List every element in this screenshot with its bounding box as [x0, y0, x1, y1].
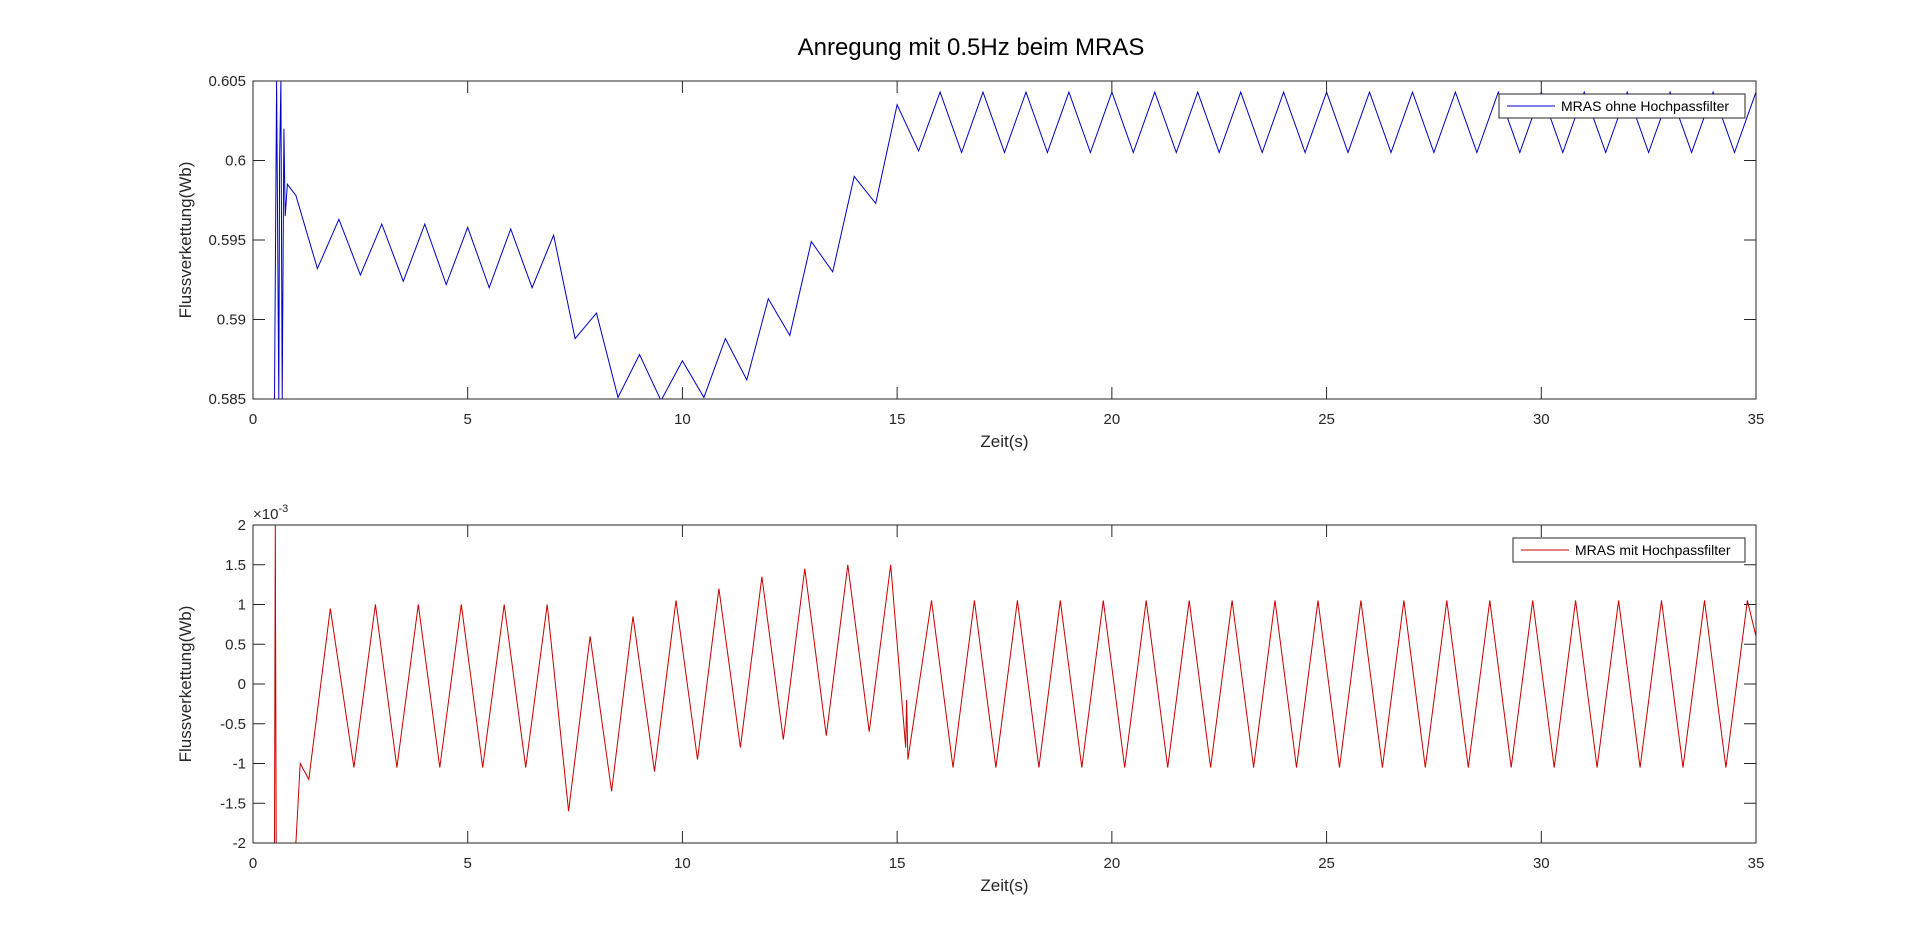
x-tick-label: 0: [249, 411, 257, 428]
x-tick-label: 15: [889, 855, 906, 872]
legend-entry-label: MRAS ohne Hochpassfilter: [1561, 98, 1729, 114]
y-tick-label: 2: [238, 517, 246, 534]
figure-title: Anregung mit 0.5Hz beim MRAS: [798, 34, 1145, 61]
plot-area: [253, 81, 1756, 399]
plot-area: [253, 525, 1756, 843]
y-axis-label: Flussverkettung(Wb): [176, 162, 195, 319]
legend: MRAS mit Hochpassfilter: [1512, 537, 1746, 563]
x-tick-label: 35: [1748, 411, 1765, 428]
y-tick-label: 1.5: [225, 557, 246, 574]
y-tick-label: 0.595: [208, 232, 246, 249]
x-tick-label: 5: [464, 855, 472, 872]
y-exponent-label: ×10-3: [253, 503, 288, 523]
x-tick-label: 5: [464, 411, 472, 428]
x-tick-label: 25: [1318, 855, 1335, 872]
x-tick-label: 20: [1104, 855, 1121, 872]
y-tick-label: 0.6: [225, 153, 246, 170]
y-tick-label: 1: [238, 597, 246, 614]
x-axis-label: Zeit(s): [980, 432, 1028, 451]
x-tick-label: 10: [674, 411, 691, 428]
x-tick-label: 30: [1533, 411, 1550, 428]
x-tick-label: 35: [1748, 855, 1765, 872]
series-line-1: [274, 81, 1756, 399]
y-tick-label: 0.605: [208, 73, 246, 90]
x-tick-label: 0: [249, 855, 257, 872]
x-axis-label: Zeit(s): [980, 876, 1028, 895]
x-tick-label: 20: [1104, 411, 1121, 428]
y-tick-label: 0.59: [217, 312, 246, 329]
series-line-1: [274, 525, 1756, 843]
x-tick-label: 30: [1533, 855, 1550, 872]
x-tick-label: 25: [1318, 411, 1335, 428]
y-tick-label: 0: [238, 676, 246, 693]
y-tick-label: -1.5: [220, 795, 246, 812]
legend: MRAS ohne Hochpassfilter: [1498, 93, 1746, 119]
plot-panel-2: 0 5 10 15 20 25 30 35 -2 -1.5 -1 -0.5 0 0.5 1 1.5 2 Zeit(…: [176, 503, 1764, 895]
x-tick-label: 15: [889, 411, 906, 428]
y-axis-label: Flussverkettung(Wb): [176, 606, 195, 763]
legend-entry-label: MRAS mit Hochpassfilter: [1575, 542, 1731, 558]
y-tick-label: -0.5: [220, 716, 246, 733]
plot-panel-1: 0 5 10 15 20 25 30 35 0.585 0.59 0.595 0.6 0.605 Zeit…: [176, 73, 1764, 451]
y-exponent-power: -3: [278, 503, 288, 515]
y-tick-label: -2: [233, 835, 246, 852]
y-tick-label: -1: [233, 756, 246, 773]
y-tick-label: 0.5: [225, 636, 246, 653]
x-tick-label: 10: [674, 855, 691, 872]
y-tick-label: 0.585: [208, 391, 246, 408]
